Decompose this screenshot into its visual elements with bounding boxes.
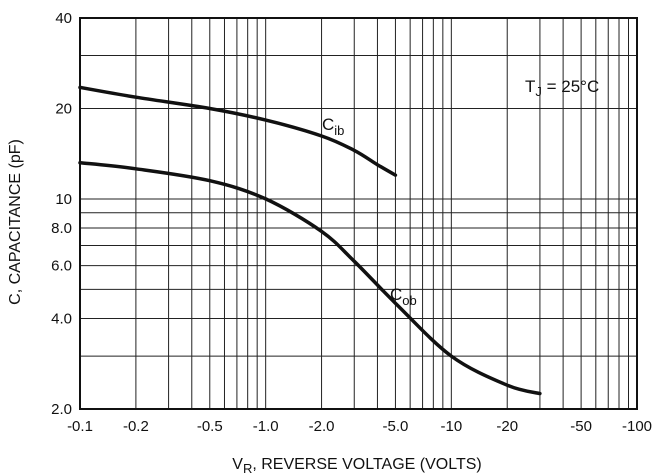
x-tick-label: -50 bbox=[570, 418, 592, 435]
x-tick-label: -0.1 bbox=[67, 418, 93, 435]
series-label-cib: Cib bbox=[322, 115, 344, 138]
x-tick-label: -5.0 bbox=[383, 418, 409, 435]
series-label-cob: Cob bbox=[390, 285, 417, 308]
x-tick-label: -2.0 bbox=[309, 418, 335, 435]
series-label-cob-sub: ob bbox=[402, 293, 416, 308]
series-label-cib-main: C bbox=[322, 115, 334, 134]
series-label-cob-main: C bbox=[390, 285, 402, 304]
temperature-annotation-rest: = 25°C bbox=[542, 77, 599, 96]
tick-labels: -0.1 -0.2 -0.5 -1.0 -2.0 -5.0 -10 -20 -50 -100 2.0… bbox=[51, 10, 652, 435]
y-tick-label: 10 bbox=[55, 191, 72, 208]
x-axis-label-rest: , REVERSE VOLTAGE (VOLTS) bbox=[252, 456, 481, 473]
x-axis-label: VR, REVERSE VOLTAGE (VOLTS) bbox=[232, 456, 481, 476]
series-line-cib bbox=[80, 87, 395, 175]
series-line-cob bbox=[80, 163, 540, 394]
y-tick-label: 6.0 bbox=[51, 258, 72, 275]
x-tick-label: -0.5 bbox=[197, 418, 223, 435]
x-axis-label-sub: R bbox=[243, 461, 252, 476]
x-tick-label: -10 bbox=[440, 418, 462, 435]
temperature-annotation-main: T bbox=[525, 77, 535, 96]
y-axis-label: C, CAPACITANCE (pF) bbox=[7, 139, 24, 305]
y-tick-label: 20 bbox=[55, 100, 72, 117]
x-tick-label: -20 bbox=[496, 418, 518, 435]
x-tick-label: -1.0 bbox=[253, 418, 279, 435]
series-layer bbox=[80, 87, 540, 393]
x-tick-label: -100 bbox=[622, 418, 652, 435]
y-tick-label: 8.0 bbox=[51, 220, 72, 237]
y-tick-label: 2.0 bbox=[51, 401, 72, 418]
x-axis-label-main: V bbox=[232, 456, 243, 473]
series-label-cib-sub: ib bbox=[334, 123, 344, 138]
y-tick-label: 40 bbox=[55, 10, 72, 27]
y-tick-label: 4.0 bbox=[51, 311, 72, 328]
x-tick-label: -0.2 bbox=[123, 418, 149, 435]
temperature-annotation: TJ = 25°C bbox=[525, 77, 599, 99]
